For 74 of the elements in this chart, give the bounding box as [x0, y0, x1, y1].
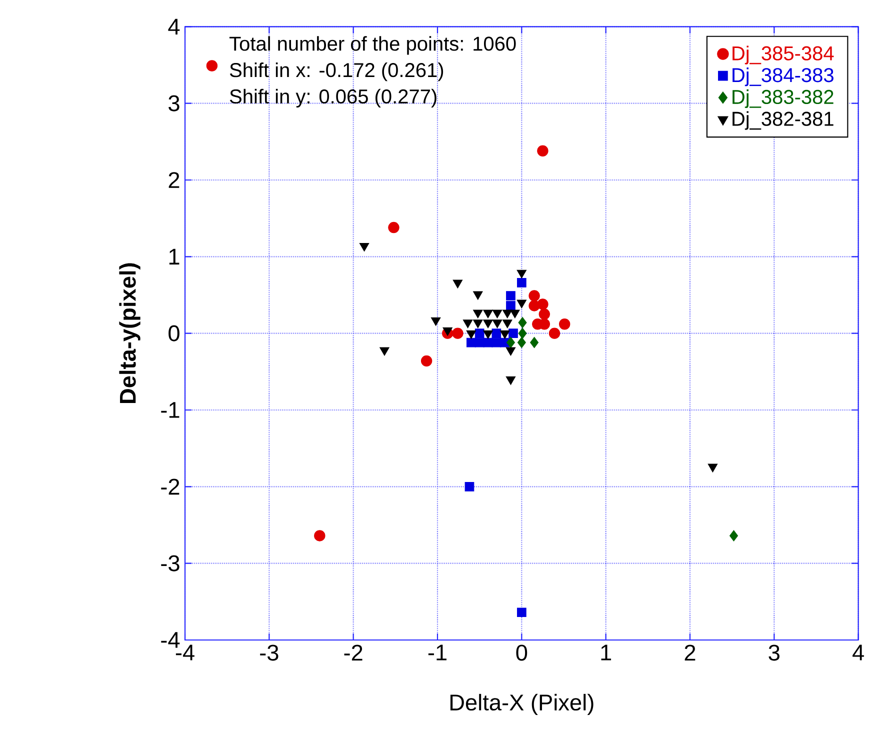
- y-axis-title: Delta-y(pixel): [119, 263, 140, 403]
- point: [518, 316, 527, 328]
- x-tick-label: -1: [428, 644, 446, 660]
- point: [708, 464, 718, 472]
- legend-label: Dj_385-384: [732, 46, 834, 64]
- point: [500, 330, 510, 339]
- point: [506, 336, 515, 348]
- point: [538, 308, 550, 320]
- point: [502, 320, 512, 328]
- x-axis-title: Delta-X (Pixel): [450, 694, 594, 716]
- y-tick-label: -1: [161, 402, 180, 418]
- point: [442, 327, 452, 336]
- point: [483, 320, 493, 328]
- annotation: Shift in y: 0.065 (0.277): [230, 88, 436, 108]
- x-tick-label: 4: [852, 644, 864, 660]
- legend-label: Dj_382-381: [732, 111, 834, 130]
- point: [483, 330, 493, 339]
- point: [474, 328, 484, 338]
- point: [359, 242, 370, 252]
- point: [530, 336, 539, 348]
- y-tick-label: 2: [168, 172, 180, 188]
- point: [548, 328, 560, 339]
- point: [466, 330, 476, 339]
- point: [506, 347, 516, 356]
- point: [314, 530, 326, 542]
- point: [420, 355, 432, 367]
- point: [528, 300, 540, 312]
- point: [483, 310, 493, 318]
- point: [462, 320, 473, 328]
- point: [506, 376, 516, 385]
- x-tick-label: 3: [768, 644, 780, 661]
- x-tick-label: 2: [684, 644, 696, 661]
- point: [510, 310, 520, 318]
- y-tick-label: -3: [161, 555, 180, 572]
- point: [206, 60, 218, 72]
- x-tick-label: 1: [601, 644, 612, 660]
- point: [430, 317, 441, 326]
- point: [508, 328, 518, 338]
- point: [528, 290, 540, 302]
- point: [506, 301, 516, 310]
- point: [380, 347, 390, 356]
- point: [464, 482, 474, 492]
- point: [516, 300, 527, 308]
- point: [492, 310, 502, 318]
- point: [492, 328, 502, 338]
- annotation: Shift in x: -0.172 (0.261): [230, 62, 444, 82]
- y-tick-label: 0: [168, 325, 180, 342]
- point: [388, 222, 400, 234]
- x-tick-label: 0: [516, 644, 528, 661]
- point: [473, 291, 483, 300]
- legend-label: Dj_383-382: [732, 89, 834, 108]
- y-tick-label: 4: [168, 18, 180, 34]
- point: [502, 310, 512, 318]
- point: [452, 328, 464, 339]
- point: [537, 145, 548, 156]
- y-tick-label: 1: [169, 248, 180, 264]
- point: [516, 608, 526, 618]
- point: [729, 530, 738, 542]
- x-tick-label: -2: [344, 644, 362, 661]
- y-tick-label: -2: [161, 478, 180, 495]
- point: [492, 320, 502, 328]
- annotation: Total number of the points: 1060: [229, 36, 516, 55]
- point: [516, 270, 527, 278]
- point: [516, 278, 526, 288]
- legend-label: Dj_384-383: [732, 68, 834, 86]
- point: [558, 318, 570, 330]
- point: [518, 328, 527, 339]
- point: [452, 280, 463, 288]
- point: [473, 320, 483, 328]
- point: [517, 336, 526, 348]
- y-tick-label: 3: [168, 95, 180, 112]
- x-tick-label: -3: [260, 644, 278, 661]
- point: [506, 291, 516, 300]
- point: [473, 310, 483, 318]
